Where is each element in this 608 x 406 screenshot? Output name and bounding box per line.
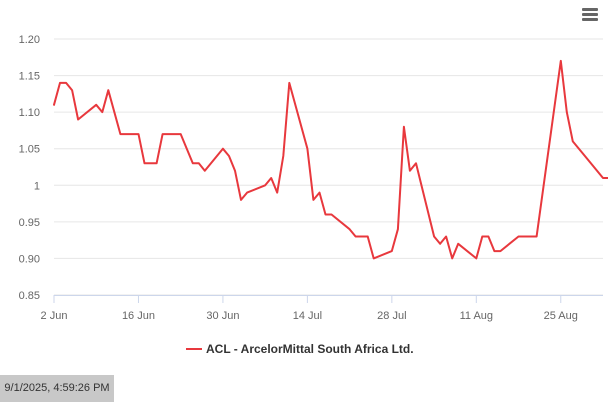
y-axis: 1.20 1.15 1.10 1.05 1 0.95 0.90 0.85: [19, 34, 40, 302]
series-line[interactable]: [53, 59, 608, 260]
data-point[interactable]: [442, 233, 450, 241]
y-tick-label: 1: [34, 180, 40, 192]
x-tick-label: 16 Jun: [122, 310, 155, 322]
data-point[interactable]: [309, 196, 317, 204]
data-point[interactable]: [569, 137, 577, 145]
data-point[interactable]: [141, 159, 149, 167]
data-point[interactable]: [261, 181, 269, 189]
x-tick-label: 11 Aug: [460, 310, 493, 322]
data-point[interactable]: [273, 189, 281, 197]
data-point[interactable]: [412, 159, 420, 167]
data-point[interactable]: [68, 86, 76, 94]
hamburger-menu-icon[interactable]: [579, 6, 601, 24]
y-tick-label: 1.15: [19, 71, 40, 83]
data-point[interactable]: [454, 240, 462, 248]
data-point[interactable]: [436, 240, 444, 248]
legend-label[interactable]: ACL - ArcelorMittal South Africa Ltd.: [206, 342, 414, 356]
series-group: [50, 57, 608, 262]
data-point[interactable]: [430, 233, 438, 241]
data-point[interactable]: [388, 247, 396, 255]
y-tick-label: 1.10: [19, 107, 40, 119]
data-point[interactable]: [267, 174, 275, 182]
timestamp-label: 9/1/2025, 4:59:26 PM: [0, 375, 114, 402]
data-point[interactable]: [195, 159, 203, 167]
data-point[interactable]: [62, 79, 70, 87]
data-point[interactable]: [231, 167, 239, 175]
data-point[interactable]: [484, 233, 492, 241]
x-tick-label: 30 Jun: [206, 310, 239, 322]
data-point[interactable]: [316, 189, 324, 197]
data-point[interactable]: [406, 167, 414, 175]
data-point[interactable]: [303, 145, 311, 153]
y-tick-label: 0.85: [19, 290, 40, 302]
y-tick-label: 1.05: [19, 144, 40, 156]
data-point[interactable]: [104, 86, 112, 94]
data-point[interactable]: [328, 211, 336, 219]
data-point[interactable]: [98, 108, 106, 116]
data-point[interactable]: [364, 233, 372, 241]
x-tick-label: 2 Jun: [41, 310, 68, 322]
data-point[interactable]: [346, 225, 354, 233]
x-tick-label: 28 Jul: [377, 310, 406, 322]
line-chart: 1.20 1.15 1.10 1.05 1 0.95 0.90 0.85 2 Jun 16 Ju…: [19, 34, 608, 356]
x-axis: 2 Jun 16 Jun 30 Jun 14 Jul 28 Jul 11 Aug 25 Au…: [41, 295, 603, 322]
data-point[interactable]: [581, 152, 589, 160]
data-point[interactable]: [370, 254, 378, 262]
data-point[interactable]: [515, 233, 523, 241]
data-point[interactable]: [557, 57, 565, 65]
data-point[interactable]: [279, 152, 287, 160]
data-point[interactable]: [135, 130, 143, 138]
data-point[interactable]: [50, 101, 58, 109]
data-point[interactable]: [285, 79, 293, 87]
data-point[interactable]: [533, 233, 541, 241]
data-point[interactable]: [177, 130, 185, 138]
data-point[interactable]: [116, 130, 124, 138]
y-tick-label: 1.20: [19, 34, 40, 46]
x-tick-label: 25 Aug: [544, 310, 578, 322]
data-point[interactable]: [237, 196, 245, 204]
data-point[interactable]: [225, 152, 233, 160]
grid-lines: [54, 38, 603, 296]
legend[interactable]: ACL - ArcelorMittal South Africa Ltd.: [186, 342, 414, 356]
data-point[interactable]: [92, 101, 100, 109]
data-point[interactable]: [74, 116, 82, 124]
data-point[interactable]: [448, 254, 456, 262]
data-point[interactable]: [219, 145, 227, 153]
x-tick-label: 14 Jul: [293, 310, 322, 322]
y-tick-label: 0.90: [19, 253, 40, 265]
data-point[interactable]: [394, 225, 402, 233]
data-point[interactable]: [243, 189, 251, 197]
data-point[interactable]: [472, 254, 480, 262]
data-point[interactable]: [201, 167, 209, 175]
y-tick-label: 0.95: [19, 217, 40, 229]
data-point[interactable]: [496, 247, 504, 255]
data-point[interactable]: [352, 233, 360, 241]
data-point[interactable]: [563, 108, 571, 116]
data-point[interactable]: [159, 130, 167, 138]
data-point[interactable]: [400, 123, 408, 131]
data-point[interactable]: [153, 159, 161, 167]
